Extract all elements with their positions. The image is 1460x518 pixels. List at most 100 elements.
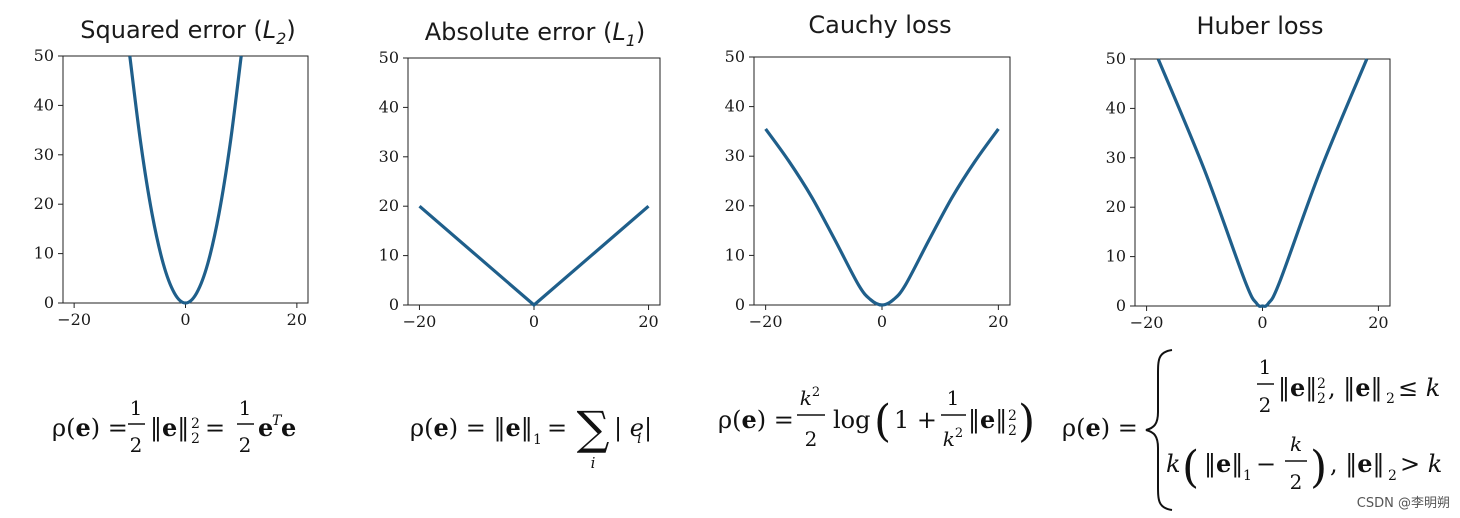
svg-text:(: ( — [1182, 442, 1199, 493]
y-tick-label: 20 — [1106, 197, 1126, 216]
y-tick-label: 0 — [389, 295, 399, 314]
formula-absolute-error: ρ(e) = ‖e‖ 1 = ∑ i | e i | — [410, 401, 652, 472]
svg-text:2: 2 — [130, 433, 143, 457]
svg-text:1: 1 — [1243, 468, 1252, 484]
series-line — [128, 55, 243, 305]
svg-text:2: 2 — [1388, 468, 1397, 484]
y-tick-label: 30 — [1106, 148, 1126, 167]
svg-text:i: i — [637, 431, 641, 447]
svg-text:2: 2 — [805, 427, 818, 451]
x-tick-label: 20 — [988, 312, 1008, 331]
svg-text:|: | — [644, 414, 652, 443]
svg-text:log: log — [833, 406, 871, 434]
y-tick-label: 40 — [725, 97, 745, 116]
svg-text:1: 1 — [1259, 355, 1272, 379]
svg-text:, ‖e‖: , ‖e‖ — [1328, 373, 1383, 403]
x-tick-label: 20 — [287, 310, 307, 329]
formula-cauchy-loss: ρ(e) = k2 2 log ( 1 + 1 k2 ‖e‖ 2 2 ) — [718, 385, 1035, 451]
svg-text:≤ k: ≤ k — [1398, 374, 1440, 402]
y-tick-label: 20 — [34, 194, 54, 213]
y-tick-label: 40 — [34, 95, 54, 114]
y-tick-label: 20 — [725, 196, 745, 215]
y-tick-label: 0 — [1116, 296, 1126, 315]
y-tick-label: 50 — [379, 48, 399, 67]
x-tick-label: 20 — [638, 312, 658, 331]
x-tick-label: 0 — [529, 312, 539, 331]
y-tick-label: 20 — [379, 196, 399, 215]
formula-huber-loss: ρ(e) = 1 2 ‖e‖ 2 2 , ‖e‖ 2 ≤ k k ( ‖e‖ 1… — [1062, 349, 1442, 511]
y-tick-label: 30 — [725, 146, 745, 165]
y-tick-label: 50 — [1106, 49, 1126, 68]
svg-text:i: i — [591, 454, 596, 472]
svg-text:‖e‖: ‖e‖ — [968, 405, 1007, 435]
plot-frame — [753, 56, 1011, 306]
svg-text:‖e‖: ‖e‖ — [150, 413, 189, 443]
svg-text:2: 2 — [1386, 391, 1395, 407]
y-tick-label: 10 — [1106, 247, 1126, 266]
series-line — [764, 127, 1000, 307]
y-tick-label: 50 — [34, 46, 54, 65]
svg-text:1: 1 — [533, 432, 542, 448]
x-tick-label: −20 — [57, 310, 91, 329]
svg-text:‖e‖: ‖e‖ — [1278, 373, 1317, 403]
svg-text:‖e‖: ‖e‖ — [1204, 449, 1243, 479]
svg-text:k2: k2 — [800, 385, 820, 410]
svg-text:e: e — [258, 413, 273, 442]
svg-text:e: e — [281, 413, 296, 442]
x-tick-label: −20 — [403, 312, 437, 331]
x-tick-label: 0 — [1257, 313, 1267, 332]
chart-title: Absolute error (L1) — [425, 18, 646, 50]
svg-text:T: T — [272, 413, 283, 429]
chart-title: Squared error (L2) — [80, 16, 295, 48]
x-tick-label: −20 — [749, 312, 783, 331]
svg-text:1 +: 1 + — [894, 406, 937, 434]
svg-text:ρ(e) =: ρ(e) = — [52, 413, 128, 442]
svg-text:2: 2 — [191, 431, 200, 447]
svg-text:k: k — [1166, 450, 1181, 478]
y-tick-label: 10 — [34, 244, 54, 263]
svg-text:∑: ∑ — [577, 401, 610, 455]
svg-text:2: 2 — [1008, 408, 1017, 424]
x-tick-label: 0 — [180, 310, 190, 329]
svg-text:1: 1 — [130, 396, 143, 420]
svg-text:1: 1 — [947, 386, 960, 410]
chart-title: Huber loss — [1196, 12, 1323, 40]
formula-squared-error: ρ(e) = 1 2 ‖e‖ 2 2 = 1 2 e T e — [52, 396, 296, 457]
svg-text:ρ(e) =: ρ(e) = — [1062, 413, 1138, 442]
svg-text:2: 2 — [1317, 376, 1326, 392]
svg-text:2: 2 — [1259, 393, 1272, 417]
svg-text:−: − — [1256, 450, 1276, 478]
svg-text:): ) — [1310, 442, 1327, 493]
series-line — [1156, 58, 1369, 308]
svg-text:| e: | e — [614, 414, 644, 443]
x-tick-label: −20 — [1130, 313, 1164, 332]
svg-text:1: 1 — [239, 396, 252, 420]
svg-text:k2: k2 — [943, 426, 963, 451]
watermark: CSDN @李明朔 — [1357, 496, 1450, 511]
y-tick-label: 10 — [725, 245, 745, 264]
svg-text:): ) — [1018, 396, 1035, 447]
y-tick-label: 0 — [735, 295, 745, 314]
svg-text:k: k — [1290, 432, 1302, 456]
svg-text:> k: > k — [1400, 450, 1442, 478]
y-tick-label: 30 — [379, 147, 399, 166]
svg-text:=: = — [547, 414, 567, 442]
chart-title: Cauchy loss — [808, 11, 951, 39]
y-tick-label: 0 — [44, 293, 54, 312]
y-tick-label: 40 — [1106, 98, 1126, 117]
y-tick-label: 10 — [379, 246, 399, 265]
y-tick-label: 40 — [379, 97, 399, 116]
x-tick-label: 0 — [877, 312, 887, 331]
svg-text:, ‖e‖: , ‖e‖ — [1330, 449, 1385, 479]
svg-text:=: = — [205, 414, 225, 442]
svg-text:2: 2 — [1317, 391, 1326, 407]
svg-text:(: ( — [874, 396, 891, 447]
svg-text:2: 2 — [191, 416, 200, 432]
y-tick-label: 50 — [725, 47, 745, 66]
svg-text:ρ(e) =: ρ(e) = — [718, 405, 794, 434]
